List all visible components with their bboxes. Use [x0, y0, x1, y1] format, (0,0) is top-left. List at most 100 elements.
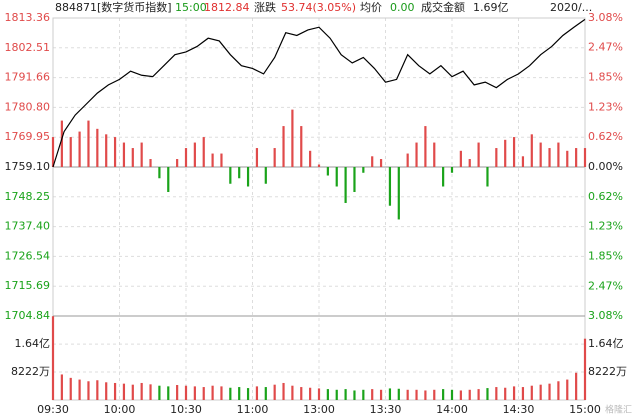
volume-bar — [78, 379, 81, 400]
x-tick-label: 10:30 — [170, 403, 202, 416]
diff-bar — [504, 139, 507, 167]
volume-bar — [575, 372, 578, 400]
vol-tick-label: 8222万 — [11, 365, 50, 378]
volume-bar — [113, 382, 117, 400]
diff-bar — [335, 167, 338, 187]
header-change-label: 涨跌 — [254, 0, 276, 14]
diff-bar — [539, 142, 542, 167]
header-avg: 0.00 — [390, 1, 415, 14]
diff-bar — [300, 126, 303, 167]
volume-bar — [220, 386, 223, 400]
watermark: 格隆汇 — [605, 404, 632, 416]
vol-tick-label-right: 8222万 — [588, 365, 627, 378]
volume-bar — [450, 389, 454, 400]
volume-bar — [291, 385, 294, 400]
volume-bar — [255, 386, 259, 400]
diff-bar — [158, 167, 161, 179]
diff-bar — [344, 167, 347, 203]
volume-bar — [353, 390, 356, 400]
y-tick-label: 1737.40 — [5, 220, 51, 233]
volume-bar — [69, 377, 72, 400]
y-tick-label: 1726.54 — [5, 249, 51, 262]
diff-bar — [548, 148, 551, 167]
diff-bar — [521, 156, 525, 167]
diff-bar — [406, 153, 409, 167]
volume-bar — [273, 384, 276, 400]
diff-bar — [211, 153, 214, 167]
diff-bar — [450, 167, 454, 173]
diff-bar — [229, 167, 232, 184]
x-tick-label: 09:30 — [37, 403, 69, 416]
y-tick-label: 1715.69 — [5, 279, 51, 292]
header-time: 15:00 — [175, 1, 207, 14]
volume-bar — [504, 387, 507, 400]
diff-bar — [78, 131, 81, 167]
y2-tick-label: 3.08% — [588, 11, 623, 24]
diff-bar — [566, 150, 569, 167]
volume-bar — [309, 387, 312, 400]
y2-tick-label: 2.47% — [588, 279, 623, 292]
diff-bar — [255, 148, 259, 167]
diff-bar — [51, 137, 55, 167]
volume-bar — [149, 384, 152, 400]
diff-bar — [424, 126, 427, 167]
y-tick-label: 1791.66 — [5, 71, 51, 84]
diff-bar — [105, 134, 108, 167]
diff-bar — [468, 159, 471, 167]
diff-bar — [167, 167, 170, 192]
diff-bar — [442, 167, 445, 187]
volume-bar — [229, 387, 232, 400]
diff-bar — [69, 137, 72, 167]
diff-bar — [193, 142, 196, 167]
diff-bar — [486, 167, 489, 187]
volume-bar — [477, 389, 480, 400]
diff-bar — [87, 120, 90, 167]
volume-bar — [388, 388, 392, 400]
diff-bar — [113, 137, 117, 167]
diff-bar — [149, 159, 152, 167]
y2-tick-label: 1.85% — [588, 249, 623, 262]
diff-bar — [388, 167, 392, 206]
diff-bar — [184, 148, 188, 167]
diff-bar — [583, 148, 587, 167]
volume-bar — [300, 387, 303, 400]
y-tick-label: 1802.51 — [5, 41, 51, 54]
y-tick-label: 1704.84 — [5, 309, 51, 322]
diff-bar — [96, 128, 99, 167]
y2-tick-label: 1.85% — [588, 71, 623, 84]
header-code: 884871[数字货币指数] — [55, 0, 172, 14]
diff-bar — [131, 148, 134, 167]
x-tick-label: 14:30 — [503, 403, 535, 416]
diff-bar — [220, 153, 223, 167]
diff-bar — [282, 126, 285, 167]
diff-bar — [530, 134, 533, 167]
volume-bar — [335, 389, 338, 400]
x-tick-label: 11:00 — [237, 403, 269, 416]
x-tick-label: 15:00 — [569, 403, 601, 416]
volume-bar — [468, 389, 471, 400]
volume-bar — [539, 384, 542, 400]
diff-bar — [459, 150, 462, 167]
diff-bar — [433, 142, 436, 167]
vol-tick-label-right: 1.64亿 — [588, 337, 624, 350]
volume-bar — [512, 386, 516, 400]
volume-bar — [158, 385, 161, 400]
volume-bar — [415, 389, 418, 400]
volume-bar — [60, 374, 63, 400]
diff-bar — [317, 164, 321, 167]
volume-bar — [566, 379, 569, 400]
volume-bar — [362, 389, 365, 400]
diff-bar — [176, 159, 179, 167]
volume-bar — [51, 316, 55, 400]
x-tick-label: 13:30 — [370, 403, 402, 416]
diff-bar — [371, 156, 374, 167]
y2-tick-label: 1.23% — [588, 220, 623, 233]
volume-bar — [282, 382, 285, 400]
diff-bar — [512, 137, 516, 167]
header-avg-label: 均价 — [360, 1, 382, 14]
diff-bar — [238, 167, 241, 179]
diff-bar — [273, 148, 276, 167]
volume-bar — [176, 385, 179, 400]
diff-bar — [309, 150, 312, 167]
